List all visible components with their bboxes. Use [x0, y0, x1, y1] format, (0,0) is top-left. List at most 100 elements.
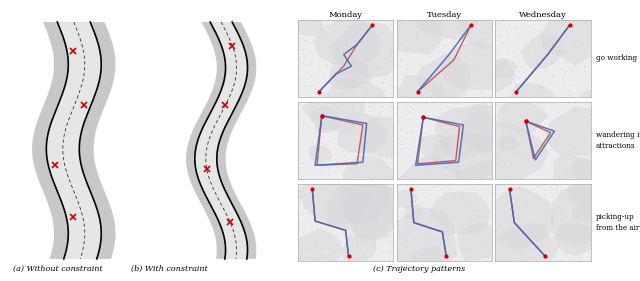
Point: [515, 112, 525, 117]
Point: [352, 167, 362, 172]
Point: [552, 79, 562, 83]
Point: [582, 31, 592, 36]
Point: [437, 160, 447, 165]
Point: [424, 214, 435, 218]
Point: [497, 144, 507, 149]
Point: [349, 40, 360, 44]
Point: [298, 51, 308, 55]
Point: [411, 249, 421, 254]
Point: [353, 161, 364, 165]
Point: [369, 242, 379, 246]
Point: [401, 135, 412, 140]
Point: [338, 239, 348, 243]
Point: [359, 75, 369, 80]
Point: [413, 114, 423, 118]
Point: [507, 232, 517, 237]
Point: [427, 145, 437, 150]
Point: [385, 50, 396, 55]
Point: [495, 29, 505, 34]
Point: [342, 247, 353, 251]
Point: [404, 184, 414, 188]
Point: [371, 190, 381, 194]
Point: [293, 195, 303, 200]
Point: [447, 152, 458, 157]
Point: [401, 237, 412, 242]
Point: [412, 133, 422, 137]
Point: [485, 155, 495, 159]
Point: [541, 83, 552, 88]
Point: [337, 212, 347, 216]
Point: [367, 113, 378, 118]
Point: [584, 128, 595, 133]
Point: [533, 30, 543, 35]
Point: [493, 33, 504, 38]
Point: [320, 106, 330, 110]
Polygon shape: [419, 134, 451, 161]
Polygon shape: [301, 81, 366, 133]
Point: [521, 203, 531, 207]
Point: [452, 195, 463, 199]
Point: [363, 152, 373, 157]
Point: [328, 218, 339, 222]
Point: [585, 162, 595, 166]
Point: [515, 206, 525, 210]
Point: [320, 59, 330, 64]
Point: [515, 147, 525, 152]
Point: [324, 200, 335, 205]
Polygon shape: [435, 102, 497, 159]
Point: [362, 68, 372, 72]
Point: [517, 176, 527, 181]
Point: [354, 198, 364, 203]
Point: [342, 140, 352, 144]
Point: [511, 26, 521, 31]
Point: [545, 22, 555, 27]
Point: [574, 249, 584, 254]
Point: [476, 46, 486, 50]
Point: [459, 144, 469, 149]
Point: [436, 126, 447, 131]
Point: [480, 115, 490, 120]
Point: [545, 81, 555, 86]
Point: [363, 105, 373, 109]
Point: [371, 220, 381, 225]
Point: [455, 144, 465, 148]
Point: [329, 234, 339, 238]
Point: [299, 56, 309, 60]
Point: [552, 186, 562, 191]
Point: [330, 152, 340, 157]
Point: [353, 161, 364, 165]
Point: [522, 206, 532, 211]
Point: [422, 90, 432, 95]
Point: [571, 44, 581, 48]
Point: [360, 81, 371, 86]
Point: [484, 126, 494, 130]
Point: [566, 36, 577, 40]
Point: [510, 80, 520, 84]
Point: [497, 95, 507, 99]
Point: [506, 48, 516, 53]
Polygon shape: [458, 6, 519, 49]
Point: [417, 188, 428, 192]
Point: [536, 73, 546, 78]
Point: [349, 221, 360, 225]
Point: [382, 66, 392, 71]
Point: [296, 128, 307, 132]
Point: [529, 27, 540, 31]
Point: [546, 184, 556, 189]
Point: [342, 160, 352, 165]
Point: [388, 175, 398, 179]
Point: [381, 60, 392, 64]
Point: [385, 53, 395, 58]
Point: [554, 257, 564, 262]
Point: [384, 104, 394, 108]
Point: [546, 21, 556, 26]
Point: [428, 106, 438, 111]
Point: [504, 83, 515, 88]
Polygon shape: [431, 132, 503, 188]
Point: [435, 90, 445, 94]
Point: [481, 205, 491, 210]
Point: [504, 254, 515, 259]
Point: [418, 142, 428, 147]
Point: [532, 228, 543, 233]
Point: [420, 158, 431, 163]
